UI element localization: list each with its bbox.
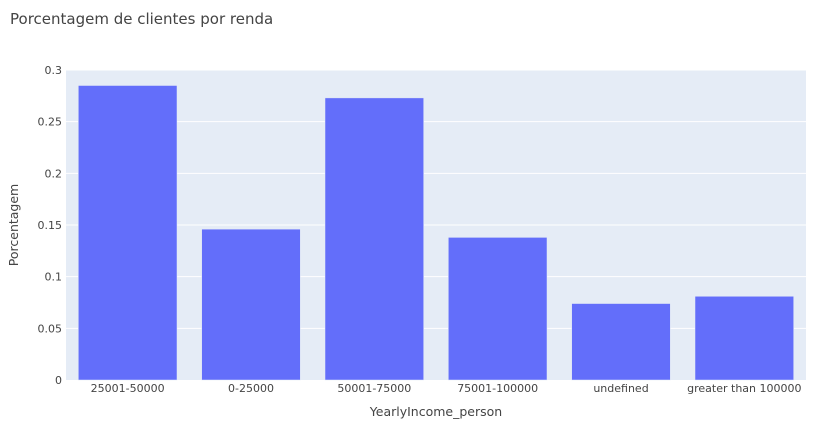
bar-greater-than-100000[interactable] [694,296,794,381]
gridlines [66,69,806,329]
y-tick-labels: 0 0.05 0.1 0.15 0.2 0.25 0.3 [38,64,63,387]
bar-25001-50000[interactable] [78,85,178,381]
y-axis-title: Porcentagem [6,184,21,266]
x-tick-label: 75001-100000 [457,382,538,395]
bar-50001-75000[interactable] [324,97,424,381]
x-tick-label: undefined [593,382,648,395]
y-tick-label: 0.2 [45,167,63,180]
y-tick-label: 0.25 [38,116,63,129]
x-tick-label: 25001-50000 [91,382,165,395]
y-tick-label: 0.1 [45,271,63,284]
x-tick-label: greater than 100000 [687,382,801,395]
bar-75001-100000[interactable] [448,237,548,381]
bars [78,85,794,381]
y-tick-label: 0.05 [38,322,63,335]
x-tick-labels: 25001-50000 0-25000 50001-75000 75001-10000… [91,382,802,395]
y-tick-label: 0 [55,374,62,387]
y-tick-label: 0.15 [38,219,63,232]
bar-undefined[interactable] [571,303,671,381]
bar-0-25000[interactable] [201,228,301,381]
x-tick-label: 50001-75000 [337,382,411,395]
chart-title: Porcentagem de clientes por renda [10,10,273,28]
y-tick-label: 0.3 [45,64,63,77]
x-tick-label: 0-25000 [228,382,274,395]
x-axis-title: YearlyIncome_person [369,404,502,419]
